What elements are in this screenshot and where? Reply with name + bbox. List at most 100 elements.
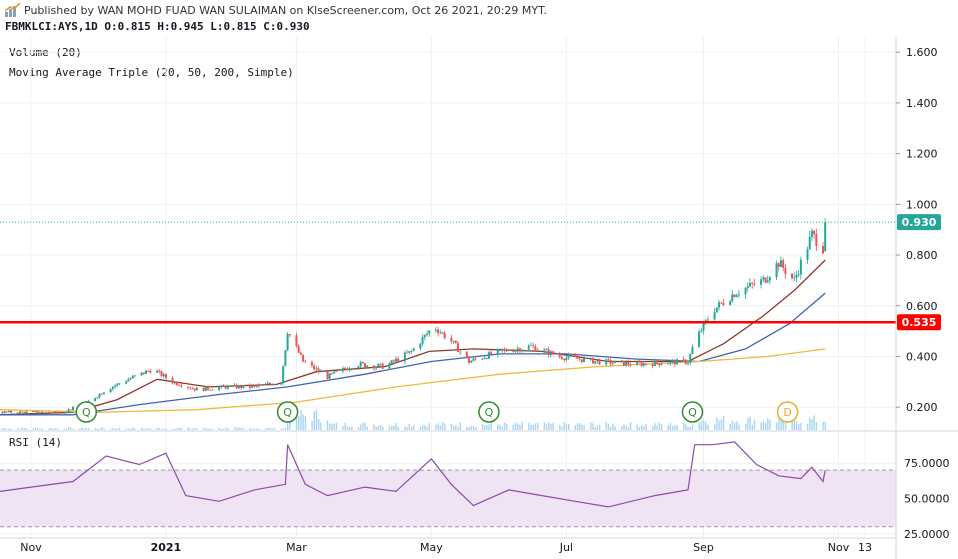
volume-bar: [439, 425, 442, 430]
candle-body: [536, 350, 539, 352]
volume-bar: [238, 427, 240, 430]
candle-body: [627, 361, 630, 365]
volume-bar: [521, 422, 523, 430]
candle-body: [764, 277, 767, 283]
volume-bar: [424, 425, 426, 430]
volume-bar: [3, 428, 6, 430]
candle-body: [642, 363, 645, 366]
volume-bar: [145, 428, 147, 430]
volume-bar: [178, 427, 180, 430]
candle-body: [713, 312, 716, 320]
volume-bar: [778, 418, 780, 430]
candle-body: [744, 288, 747, 295]
candle-body: [286, 334, 289, 351]
candle-body: [423, 334, 426, 338]
volume-bar: [548, 421, 550, 430]
event-marker-label: Q: [283, 406, 292, 419]
volume-bar: [194, 428, 196, 430]
volume-bar: [134, 428, 136, 430]
candle-body: [406, 352, 409, 354]
candle-body: [490, 352, 493, 355]
volume-bar: [19, 428, 21, 430]
candle-body: [319, 371, 322, 373]
x-tick-label: Jul: [559, 541, 573, 554]
rsi-line: [0, 441, 826, 508]
volume-bar: [534, 423, 537, 430]
volume-bar: [475, 427, 477, 430]
candle-body: [700, 330, 703, 332]
candle-body: [791, 273, 794, 279]
volume-bar: [685, 424, 687, 430]
volume-bar: [180, 427, 183, 430]
volume-bar: [256, 428, 258, 430]
candle-body: [111, 386, 114, 390]
volume-bar: [793, 417, 796, 430]
volume-bar: [94, 427, 96, 430]
volume-bar: [140, 427, 143, 430]
candle-body: [114, 385, 117, 387]
candle-body: [21, 411, 24, 413]
x-tick-label: Sep: [693, 541, 714, 554]
volume-bar: [610, 426, 612, 430]
candle-body: [140, 372, 143, 376]
volume-bar: [118, 427, 121, 430]
candle-body: [620, 360, 623, 362]
volume-bar: [52, 428, 54, 430]
volume-bar: [751, 424, 753, 430]
candle-body: [529, 345, 532, 347]
candle-body: [439, 332, 442, 334]
volume-bar: [112, 428, 114, 430]
volume-bar: [72, 428, 74, 430]
candle-body: [498, 348, 501, 350]
volume-bar: [114, 428, 116, 430]
volume-bar: [815, 422, 818, 430]
volume-bar: [83, 428, 85, 430]
candle-body: [317, 368, 320, 372]
quarterly-report-marker: [478, 401, 500, 423]
candle-body: [178, 385, 181, 386]
candle-body: [576, 356, 579, 359]
volume-bar: [769, 420, 771, 430]
volume-bar: [280, 429, 282, 430]
volume-bar: [346, 426, 349, 430]
volume-bar: [700, 421, 703, 430]
candle-body: [760, 279, 763, 285]
volume-bar: [202, 427, 205, 430]
candle-body: [552, 351, 555, 355]
candle-body: [574, 355, 577, 357]
rsi-tick-label: 50.0000: [904, 492, 950, 505]
candle-body: [589, 357, 592, 359]
candle-body: [505, 349, 508, 352]
candle-body: [779, 260, 782, 267]
volume-bar: [103, 428, 105, 430]
volume-bar: [733, 422, 736, 430]
volume-bar: [481, 424, 484, 430]
candle-body: [390, 360, 393, 364]
ma-line-ma-200: [0, 348, 826, 413]
rsi-indicator-label[interactable]: RSI (14): [9, 436, 62, 449]
candle-body: [682, 359, 685, 361]
candle-body: [372, 365, 375, 369]
candle-body: [821, 246, 824, 254]
candle-body: [364, 363, 367, 367]
candle-body: [304, 361, 307, 363]
moving-average-indicator-label[interactable]: Moving Average Triple (20, 50, 200, Simp…: [9, 66, 294, 79]
volume-bar: [233, 427, 236, 430]
volume-bar: [408, 423, 411, 430]
volume-bar: [375, 427, 377, 430]
volume-bar: [23, 428, 26, 430]
volume-bar: [249, 428, 251, 430]
volume-bar: [550, 423, 552, 430]
candle-body: [793, 277, 796, 279]
candle-body: [640, 362, 643, 366]
volume-bar: [348, 427, 351, 430]
candle-body: [102, 392, 105, 395]
candle-body: [806, 249, 809, 260]
candle-body: [425, 333, 428, 335]
candle-body: [366, 365, 369, 367]
volume-bar: [360, 424, 362, 430]
ma-line-ma-20: [0, 259, 826, 416]
candle-body: [158, 370, 161, 372]
